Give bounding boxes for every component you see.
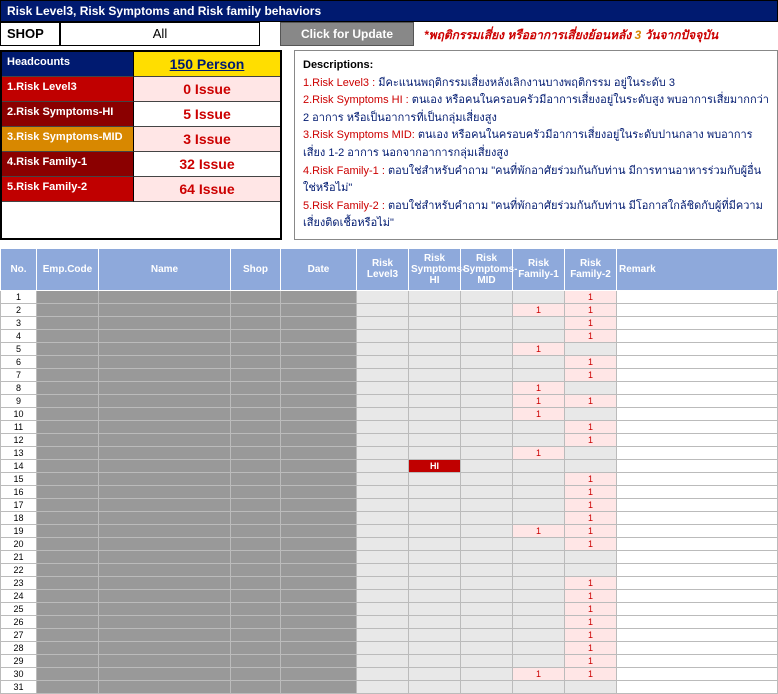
column-header: Risk Symptoms-MID bbox=[461, 248, 513, 290]
headcount-row-label: 5.Risk Family-2 bbox=[2, 177, 134, 202]
column-header: Shop bbox=[231, 248, 281, 290]
table-row: 14HI bbox=[1, 459, 778, 472]
table-row: 241 bbox=[1, 589, 778, 602]
table-row: 201 bbox=[1, 537, 778, 550]
description-line: 3.Risk Symptoms MID: ตนเอง หรือคนในครอบค… bbox=[303, 127, 769, 162]
table-row: 211 bbox=[1, 303, 778, 316]
description-line: 1.Risk Level3 : มีคะแนนพฤติกรรมเสี่ยงหลั… bbox=[303, 75, 769, 93]
update-button[interactable]: Click for Update bbox=[280, 22, 414, 46]
headcount-summary: Headcounts 150 Person 1.Risk Level30 Iss… bbox=[0, 50, 282, 240]
headcount-row-value: 64 Issue bbox=[134, 177, 280, 202]
table-row: 271 bbox=[1, 628, 778, 641]
table-row: 22 bbox=[1, 563, 778, 576]
table-row: 151 bbox=[1, 472, 778, 485]
table-row: 161 bbox=[1, 485, 778, 498]
descriptions-title: Descriptions: bbox=[303, 57, 769, 75]
table-row: 131 bbox=[1, 446, 778, 459]
table-row: 281 bbox=[1, 641, 778, 654]
headcount-row-value: 0 Issue bbox=[134, 77, 280, 102]
column-header: Risk Family-2 bbox=[565, 248, 617, 290]
table-row: 81 bbox=[1, 381, 778, 394]
table-row: 291 bbox=[1, 654, 778, 667]
table-row: 181 bbox=[1, 511, 778, 524]
headcount-row-label: 1.Risk Level3 bbox=[2, 77, 134, 102]
table-row: 51 bbox=[1, 342, 778, 355]
column-header: Date bbox=[281, 248, 357, 290]
table-row: 101 bbox=[1, 407, 778, 420]
table-row: 171 bbox=[1, 498, 778, 511]
title-bar: Risk Level3, Risk Symptoms and Risk fami… bbox=[0, 0, 778, 22]
shop-label: SHOP bbox=[0, 22, 60, 46]
table-row: 251 bbox=[1, 602, 778, 615]
table-row: 121 bbox=[1, 433, 778, 446]
table-row: 31 bbox=[1, 680, 778, 693]
headcount-row-label: 4.Risk Family-1 bbox=[2, 152, 134, 177]
headcount-row-value: 32 Issue bbox=[134, 152, 280, 177]
table-row: 61 bbox=[1, 355, 778, 368]
table-row: 1911 bbox=[1, 524, 778, 537]
risk-data-table: No.Emp.CodeNameShopDateRisk Level3Risk S… bbox=[0, 248, 778, 694]
column-header: Emp.Code bbox=[37, 248, 99, 290]
column-header: Risk Symptoms-HI bbox=[409, 248, 461, 290]
table-row: 231 bbox=[1, 576, 778, 589]
headcount-header-value: 150 Person bbox=[134, 52, 280, 77]
headcount-header-label: Headcounts bbox=[2, 52, 134, 77]
table-row: 71 bbox=[1, 368, 778, 381]
description-line: 4.Risk Family-1 : ตอบใช่สำหรับคำถาม "คนท… bbox=[303, 163, 769, 198]
headcount-row-label: 2.Risk Symptoms-HI bbox=[2, 102, 134, 127]
warning-prefix: *พฤติกรรมเสี่ยง หรืออาการเสี่ยงย้อนหลัง bbox=[424, 28, 635, 42]
column-header: Remark bbox=[617, 248, 778, 290]
column-header: Risk Level3 bbox=[357, 248, 409, 290]
table-row: 111 bbox=[1, 420, 778, 433]
description-line: 2.Risk Symptoms HI : ตนเอง หรือคนในครอบค… bbox=[303, 92, 769, 127]
column-header: No. bbox=[1, 248, 37, 290]
warning-suffix: วันจากปัจจุบัน bbox=[641, 28, 718, 42]
table-row: 11 bbox=[1, 290, 778, 303]
column-header: Risk Family-1 bbox=[513, 248, 565, 290]
table-row: 911 bbox=[1, 394, 778, 407]
headcount-row-label: 3.Risk Symptoms-MID bbox=[2, 127, 134, 152]
column-header: Name bbox=[99, 248, 231, 290]
table-row: 3011 bbox=[1, 667, 778, 680]
warning-text: *พฤติกรรมเสี่ยง หรืออาการเสี่ยงย้อนหลัง … bbox=[424, 22, 718, 46]
headcount-row-value: 3 Issue bbox=[134, 127, 280, 152]
table-row: 41 bbox=[1, 329, 778, 342]
table-row: 261 bbox=[1, 615, 778, 628]
shop-filter[interactable]: All bbox=[60, 22, 260, 46]
filter-row: SHOP All Click for Update *พฤติกรรมเสี่ย… bbox=[0, 22, 778, 46]
descriptions-box: Descriptions: 1.Risk Level3 : มีคะแนนพฤต… bbox=[294, 50, 778, 240]
table-row: 21 bbox=[1, 550, 778, 563]
table-row: 31 bbox=[1, 316, 778, 329]
description-line: 5.Risk Family-2 : ตอบใช่สำหรับคำถาม "คนท… bbox=[303, 198, 769, 233]
headcount-row-value: 5 Issue bbox=[134, 102, 280, 127]
